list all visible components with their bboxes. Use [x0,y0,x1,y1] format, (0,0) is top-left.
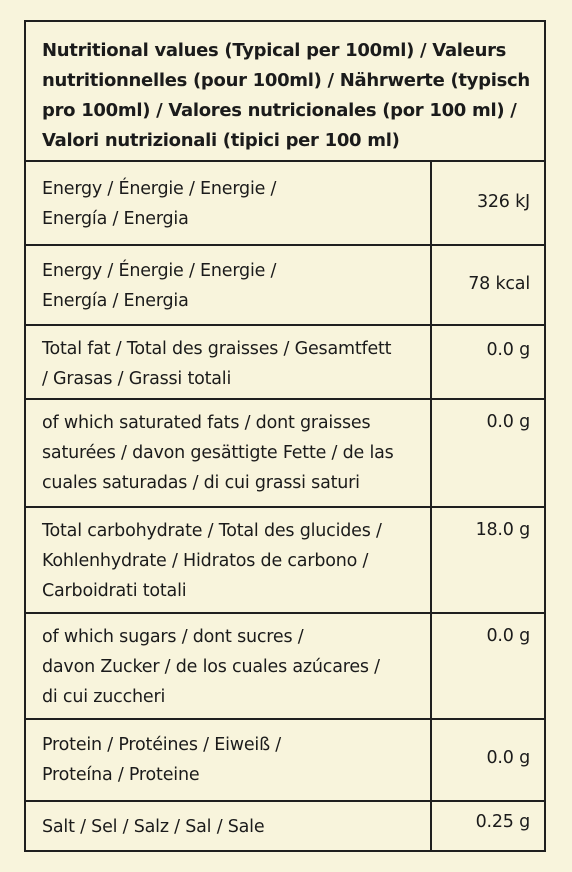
row-protein: Protein / Protéines / Eiweiß / Proteína … [26,720,544,802]
row-energy-kcal: Energy / Énergie / Energie / Energía / E… [26,246,544,326]
nutrient-label: Energy / Énergie / Energie / Energía / E… [42,179,277,229]
nutrient-label: Total carbohydrate / Total des glucides … [42,521,382,601]
nutrient-value: 78 kcal [468,274,530,294]
nutrient-value: 0.25 g [475,812,531,832]
column-divider [430,162,432,852]
nutrient-value: 326 kJ [476,192,530,212]
nutrition-table: Nutritional values (Typical per 100ml) /… [24,20,546,852]
nutrient-value: 0.0 g [486,748,530,768]
nutrient-label: Salt / Sel / Salz / Sal / Sale [42,817,265,837]
row-sugars: of which sugars / dont sucres / davon Zu… [26,614,544,720]
nutrient-label: of which sugars / dont sucres / davon Zu… [42,627,380,707]
row-energy-kj: Energy / Énergie / Energie / Energía / E… [26,162,544,246]
nutrient-value: 18.0 g [475,520,531,540]
nutrient-value: 0.0 g [486,340,530,360]
nutrient-value: 0.0 g [486,412,530,432]
row-total-fat: Total fat / Total des graisses / Gesamtf… [26,326,544,400]
nutrient-label: of which saturated fats / dont graisses … [42,413,394,493]
nutrient-label: Total fat / Total des graisses / Gesamtf… [42,339,392,389]
nutrient-label: Energy / Énergie / Energie / Energía / E… [42,261,277,311]
table-header: Nutritional values (Typical per 100ml) /… [26,22,544,162]
nutrient-label: Protein / Protéines / Eiweiß / Proteína … [42,735,281,785]
row-saturated-fats: of which saturated fats / dont graisses … [26,400,544,508]
nutrient-value: 0.0 g [486,626,530,646]
row-salt: Salt / Sel / Salz / Sal / Sale 0.25 g [26,802,544,852]
table-title: Nutritional values (Typical per 100ml) /… [42,40,530,151]
row-total-carbohydrate: Total carbohydrate / Total des glucides … [26,508,544,614]
